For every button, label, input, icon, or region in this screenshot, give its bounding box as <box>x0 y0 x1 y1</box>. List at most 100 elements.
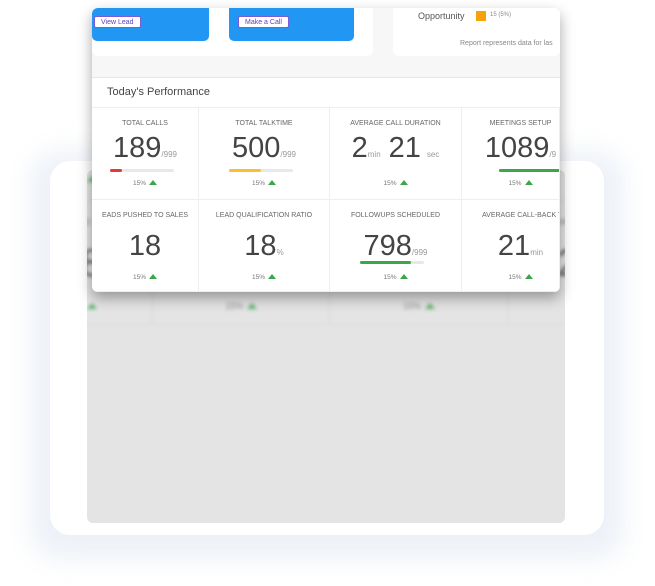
metric-number: 798 <box>363 230 412 262</box>
metric-number: 1089 <box>484 132 550 164</box>
metric-change-value: 15% <box>508 180 522 187</box>
metric-number: 189 <box>113 132 162 164</box>
trend-up-icon <box>149 180 157 185</box>
metric-change-value: 15% <box>251 180 265 187</box>
metric-value: 189/999 <box>92 132 198 171</box>
metric-change: 15% <box>199 180 329 187</box>
metric-label: TOTAL CALLS <box>122 120 168 127</box>
metric-progress-bar <box>360 261 424 264</box>
trend-up-icon <box>87 303 97 310</box>
metric-number: 18 <box>244 230 277 262</box>
metric-label: FOLLOWUPS SCHEDULED <box>350 212 441 219</box>
metric-progress-fill <box>499 169 559 172</box>
lead-card: View Lead <box>92 8 209 41</box>
metric-number: 500 <box>232 132 281 164</box>
trend-up-icon <box>424 303 435 310</box>
metric-unit: /999 <box>411 248 428 257</box>
metric-change-value: 15% <box>403 301 421 312</box>
metric-change-value: 15% <box>383 180 397 187</box>
metric-value: 21min <box>482 230 559 269</box>
metric-unit: % <box>276 248 284 257</box>
opportunity-value: 15 (5%) <box>490 12 512 18</box>
metric-unit: /9 <box>549 150 557 159</box>
metric-change-value: 15% <box>225 301 244 312</box>
metric-unit-2: sec <box>426 150 440 159</box>
metric-label: EADS PUSHED TO SALES <box>101 212 189 219</box>
metric-value: 18 <box>92 230 198 269</box>
metric-label: LEAD QUALIFICATION RATIO <box>215 212 313 219</box>
make-call-button[interactable]: Make a Call <box>238 16 289 28</box>
metric-value: 18% <box>199 230 329 269</box>
metric-change: 15% <box>536 301 566 311</box>
metric-value: 2min 21 sec <box>330 132 461 171</box>
metric-change-value: 15% <box>383 274 397 281</box>
metric-number: 21 <box>497 230 531 262</box>
trend-up-icon <box>524 274 533 279</box>
metric-label: TOTAL TALKTIME <box>235 120 293 127</box>
metric-change: 15% <box>153 301 329 311</box>
metric-unit: /999 <box>161 150 177 159</box>
metric-card: AVERAGE CALL DURATION 2min 21 sec 15% <box>330 108 462 200</box>
trend-up-icon <box>399 274 408 279</box>
metric-number: 21 <box>557 242 565 285</box>
metric-number: 18 <box>128 230 162 262</box>
metric-change: 15% <box>330 180 461 187</box>
trend-up-icon <box>268 274 276 279</box>
metric-card: AVERAGE CALL-BACK TI 21min 15% <box>462 200 560 292</box>
metric-label: MEETINGS SETUP <box>489 120 552 127</box>
metric-change-value: 15% <box>132 274 146 281</box>
metric-progress-fill <box>109 169 122 172</box>
trend-up-icon <box>87 176 97 183</box>
metric-change: 15% <box>92 274 198 281</box>
metric-number: 2 <box>351 132 368 164</box>
trend-up-icon <box>149 274 157 279</box>
metric-change: 15% <box>482 274 559 281</box>
metric-card: TOTAL TALKTIME 500/999 15% <box>199 108 330 200</box>
call-card: Make a Call <box>229 8 354 41</box>
metric-card: TOTAL CALLS 189/999 15% <box>92 108 199 200</box>
metric-label: AVERAGE CALL DURATION <box>350 120 441 127</box>
metric-card: LEAD QUALIFICATION RATIO 18% 15% <box>199 200 330 292</box>
trend-up-icon <box>247 303 258 310</box>
metric-change-value: 15% <box>508 274 522 281</box>
dashboard-window: View Lead Make a Call Opportunity 15 (5%… <box>92 8 560 292</box>
section-header: Today's Performance <box>92 77 560 108</box>
view-lead-button[interactable]: View Lead <box>94 16 141 28</box>
metric-unit: min <box>530 248 544 257</box>
top-section: View Lead Make a Call Opportunity 15 (5%… <box>92 8 560 77</box>
metric-change-value: 15% <box>132 180 146 187</box>
section-title: Today's Performance <box>107 86 210 98</box>
metric-value: 1089/9 <box>482 132 559 171</box>
metric-value: 500/999 <box>199 132 329 171</box>
metric-progress-bar <box>228 169 293 172</box>
opportunity-swatch <box>476 11 486 21</box>
metric-progress-bar <box>499 169 559 172</box>
metrics-grid: TOTAL CALLS 189/999 15% TOTAL TALKTIME 500… <box>92 108 560 292</box>
metric-change: 15% <box>87 301 152 311</box>
metric-change: 15% <box>199 274 329 281</box>
opportunity-label: Opportunity <box>418 11 465 21</box>
metric-value: 21min <box>536 242 565 295</box>
report-tile: Opportunity 15 (5%) Report represents da… <box>393 8 560 56</box>
metric-card: FOLLOWUPS SCHEDULED 798/999 15% <box>330 200 462 292</box>
metric-label: AVERAGE CALL-BACK TI <box>482 212 560 219</box>
metric-value: 798/999 <box>330 230 461 269</box>
metric-change: 15% <box>482 180 559 187</box>
trend-up-icon <box>268 180 276 185</box>
metric-unit: min <box>367 150 381 159</box>
metric-number-2: 21 <box>388 132 421 164</box>
metric-change: 15% <box>92 180 198 187</box>
trend-up-icon <box>399 180 408 185</box>
trend-up-icon <box>524 180 533 185</box>
metric-unit: /999 <box>280 150 296 159</box>
metric-change: 15% <box>87 174 152 184</box>
report-note: Report represents data for las <box>460 40 553 47</box>
metric-card: MEETINGS SETUP 1089/9 15% <box>462 108 560 200</box>
metric-change: 15% <box>330 274 461 281</box>
metric-progress-bar <box>109 169 174 172</box>
metric-card: EADS PUSHED TO SALES 18 15% <box>92 200 199 292</box>
metric-change: 15% <box>330 301 507 311</box>
metric-change-value: 15% <box>251 274 265 281</box>
metric-progress-fill <box>360 261 412 264</box>
metric-progress-fill <box>228 169 261 172</box>
